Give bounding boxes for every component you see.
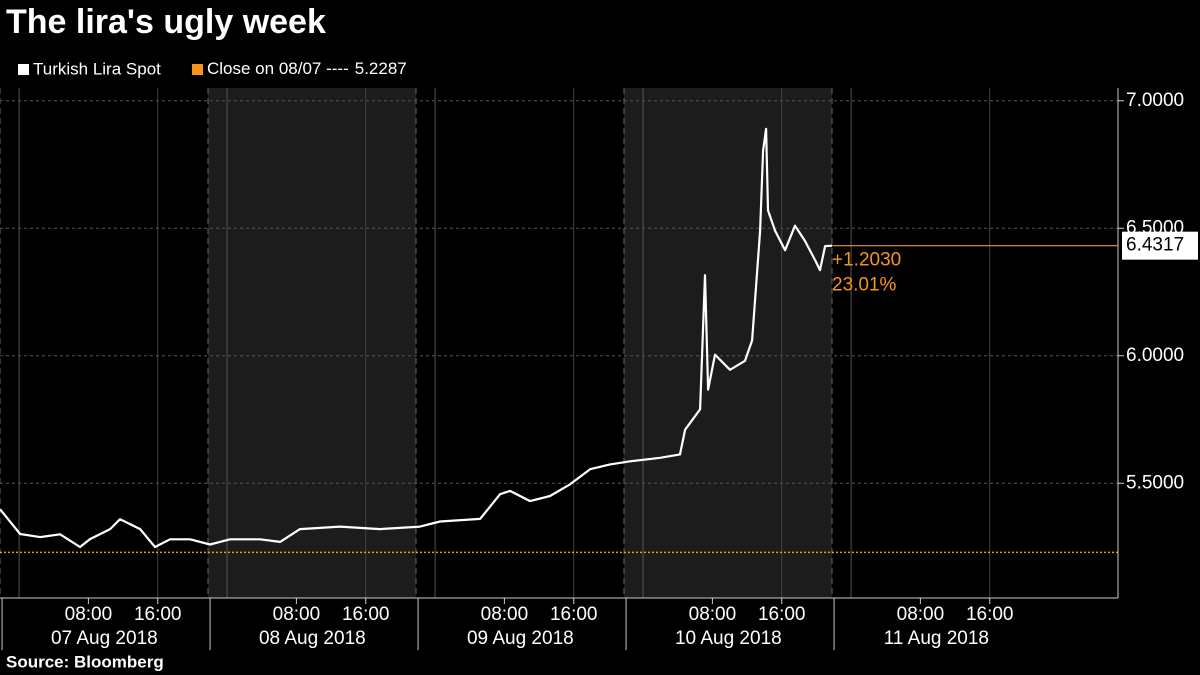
x-major-label: 10 Aug 2018 xyxy=(675,628,782,649)
source: Source: Bloomberg xyxy=(6,652,164,671)
session-shade xyxy=(624,88,832,598)
legend-label: Turkish Lira Spot xyxy=(33,59,161,78)
x-tick-label: 16:00 xyxy=(134,604,182,625)
legend-reference-value: 5.2287 xyxy=(355,59,407,78)
series-line xyxy=(0,127,833,549)
x-tick-label: 08:00 xyxy=(65,604,113,625)
x-tick-label: 08:00 xyxy=(273,604,321,625)
x-tick-label: 08:00 xyxy=(689,604,737,625)
y-tick-label: 7.0000 xyxy=(1126,90,1184,111)
x-tick-label: 16:00 xyxy=(966,604,1014,625)
annotation: 23.01% xyxy=(832,275,897,296)
legend-label: Close on 08/07 ---- 5.2287 xyxy=(207,59,407,78)
x-major-label: 08 Aug 2018 xyxy=(259,628,366,649)
x-tick-label: 16:00 xyxy=(342,604,390,625)
chart-title: The lira's ugly week xyxy=(6,3,326,41)
session-shade xyxy=(208,88,416,598)
x-tick-label: 08:00 xyxy=(897,604,945,625)
x-major-label: 09 Aug 2018 xyxy=(467,628,574,649)
annotation: +1.2030 xyxy=(832,250,901,271)
legend-swatch xyxy=(192,64,203,75)
x-tick-label: 16:00 xyxy=(550,604,598,625)
x-major-label: 07 Aug 2018 xyxy=(51,628,158,649)
legend-swatch xyxy=(18,64,29,75)
legend-reference-label: Close on 08/07 ---- xyxy=(207,59,349,78)
x-tick-label: 16:00 xyxy=(758,604,806,625)
y-tick-label: 5.5000 xyxy=(1126,472,1184,493)
x-major-label: 11 Aug 2018 xyxy=(884,628,989,649)
y-tick-label: 6.0000 xyxy=(1126,345,1184,366)
x-tick-label: 08:00 xyxy=(481,604,529,625)
last-value-label: 6.4317 xyxy=(1126,235,1184,256)
last-value-box xyxy=(1122,231,1198,260)
